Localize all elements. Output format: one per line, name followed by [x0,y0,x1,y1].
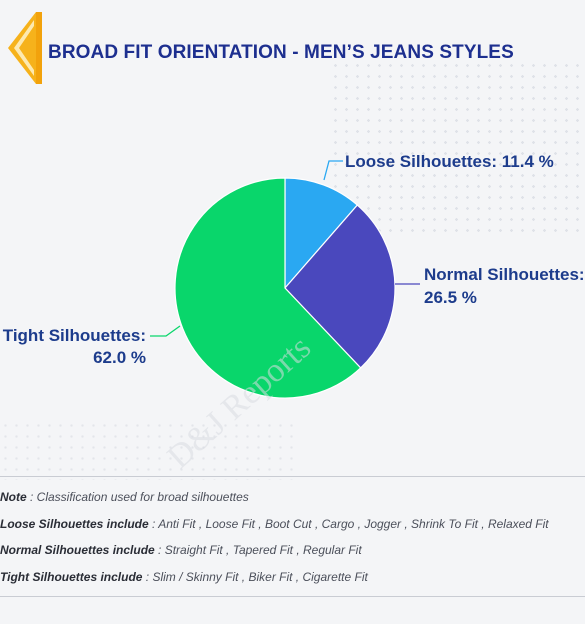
dot-pattern-lower [0,420,300,480]
chevron-left-icon [8,12,42,84]
dot-pattern [330,60,585,240]
leader-line-loose [323,160,343,181]
note-line: Note : Classification used for broad sil… [0,490,249,504]
slice-label-loose: Loose Silhouettes: 11.4 % [345,152,554,171]
slice-label-normal-name: Normal Silhouettes: [424,265,585,284]
leader-line-tight [150,325,181,337]
notes-top-divider [0,476,585,477]
pie-slice-loose-silhouettes [284,177,359,290]
note-normal-label: Normal Silhouettes include [0,543,155,557]
note-text: : Classification used for broad silhouet… [26,490,249,504]
notes-bottom-divider [0,596,585,597]
pie-slice-normal-silhouettes [284,204,396,369]
note-loose: Loose Silhouettes include : Anti Fit , L… [0,517,549,531]
note-loose-text: : Anti Fit , Loose Fit , Boot Cut , Carg… [148,517,549,531]
pie-slice-tight-silhouettes [174,177,362,399]
note-normal-text: : Straight Fit , Tapered Fit , Regular F… [154,543,362,557]
slice-label-tight-name: Tight Silhouettes: [3,326,146,345]
note-label: Note [0,490,27,504]
pie-chart: D&J Reports Loose Silhouettes: 11.4 % No… [3,152,585,470]
note-tight-label: Tight Silhouettes include [0,570,143,584]
note-tight-text: : Slim / Skinny Fit , Biker Fit , Cigare… [142,570,368,584]
slice-label-normal-value: 26.5 % [424,288,477,307]
note-loose-label: Loose Silhouettes include [0,517,149,531]
note-tight: Tight Silhouettes include : Slim / Skinn… [0,570,368,584]
page-title: BROAD FIT ORIENTATION - MEN’S JEANS STYL… [48,42,514,63]
note-normal: Normal Silhouettes include : Straight Fi… [0,543,362,557]
pie-slices [174,177,396,399]
slice-label-tight-value: 62.0 % [93,348,146,367]
header: BROAD FIT ORIENTATION - MEN’S JEANS STYL… [0,8,585,88]
